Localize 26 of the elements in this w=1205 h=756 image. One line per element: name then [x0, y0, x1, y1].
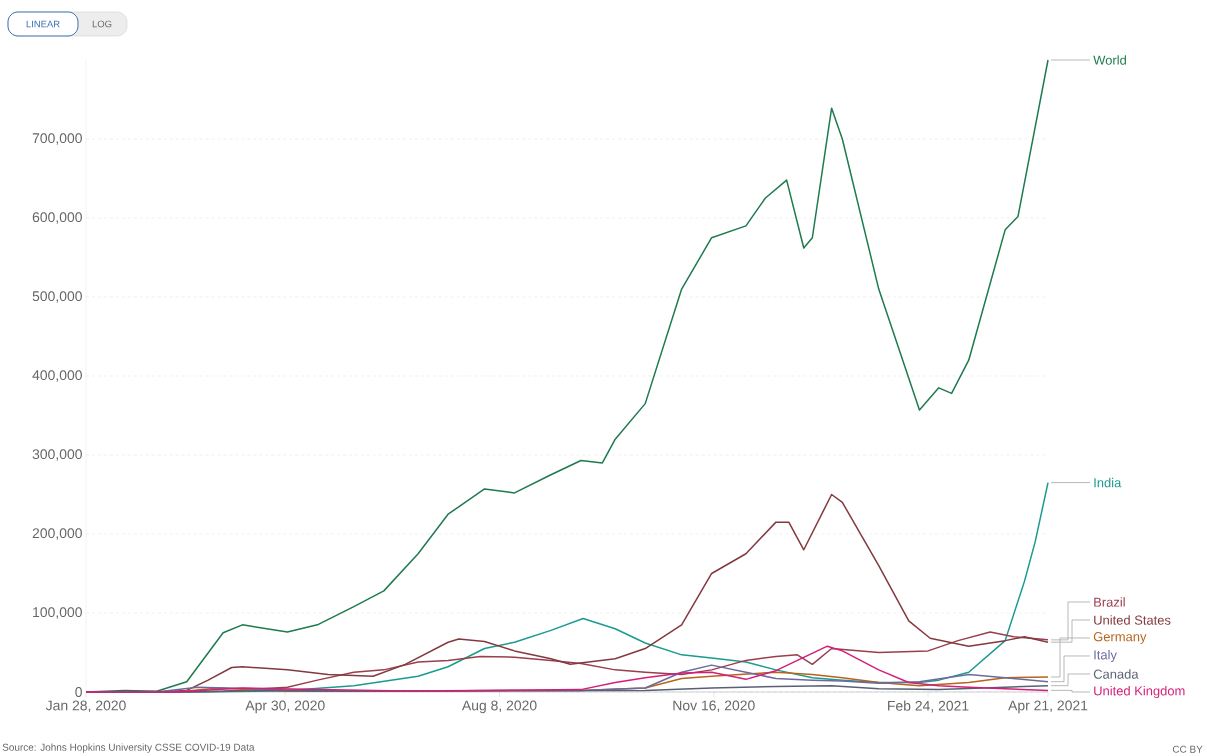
- source-note: Source: Johns Hopkins University CSSE COVID-19 Data: [2, 743, 255, 753]
- x-tick-label: Feb 24, 2021: [888, 700, 969, 713]
- y-tick-label: 400,000: [32, 370, 82, 382]
- text: Canada: [1093, 669, 1139, 679]
- y-tick-label: 300,000: [32, 449, 82, 461]
- text: Italy: [1094, 649, 1117, 663]
- y-tick-label: 700,000: [32, 133, 82, 145]
- x-tick-label: Aug 8, 2020: [461, 700, 537, 714]
- text: United Kingdom: [1094, 685, 1185, 699]
- text: LOG: [92, 20, 112, 28]
- y-tick-label: 0: [75, 687, 82, 697]
- y-tick-label: 100,000: [33, 607, 82, 619]
- text: United States: [1094, 615, 1171, 625]
- y-tick-label: 200,000: [32, 528, 82, 540]
- text: India: [1094, 477, 1122, 488]
- text: CC BY: [1172, 745, 1203, 753]
- x-tick-label: Nov 16, 2020: [673, 700, 755, 713]
- x-tick-label: Apr 30, 2020: [245, 700, 325, 714]
- text: Germany: [1093, 632, 1147, 644]
- text: World: [1093, 55, 1126, 65]
- x-tick-label: Apr 21, 2021: [1008, 700, 1088, 714]
- text: LINEAR: [26, 20, 60, 28]
- x-tick-label: Jan 28, 2020: [45, 700, 126, 713]
- text: Brazil: [1094, 597, 1125, 607]
- y-tick-label: 600,000: [32, 212, 82, 224]
- y-tick-label: 500,000: [32, 291, 82, 303]
